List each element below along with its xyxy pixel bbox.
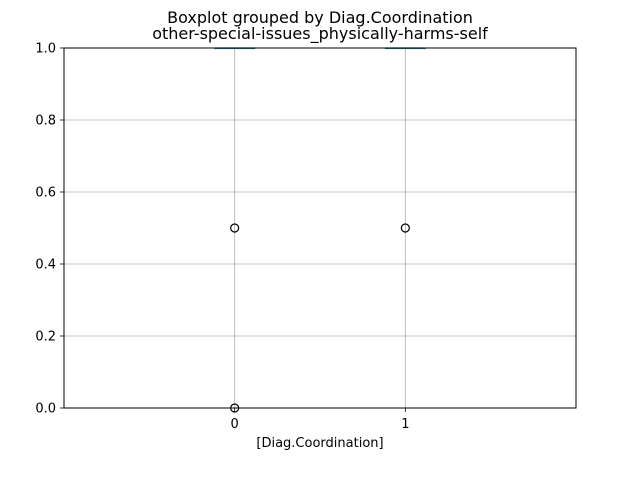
y-tick-label: 0.6 (35, 186, 56, 201)
y-tick-label: 0.2 (35, 330, 56, 345)
y-tick-label: 0.8 (35, 114, 56, 129)
chart-title: Boxplot grouped by Diag.Coordination (167, 8, 473, 27)
y-tick-label: 0.0 (35, 402, 56, 417)
outlier-point (230, 223, 240, 233)
axes-frame (63, 47, 577, 409)
outlier-layer (230, 223, 410, 413)
x-tick-label: 1 (401, 417, 409, 432)
x-tick-label: 0 (231, 417, 239, 432)
y-tick-label: 1.0 (35, 42, 56, 57)
outlier-point (400, 223, 410, 233)
chart-subtitle: other-special-issues_physically-harms-se… (152, 24, 488, 43)
x-axis-label: [Diag.Coordination] (256, 436, 383, 451)
grid-layer (64, 47, 576, 409)
y-tick-label: 0.4 (35, 258, 56, 273)
tick-layer: 0.0 0.2 0.4 0.6 0.8 1.0 0 1 (35, 42, 409, 433)
